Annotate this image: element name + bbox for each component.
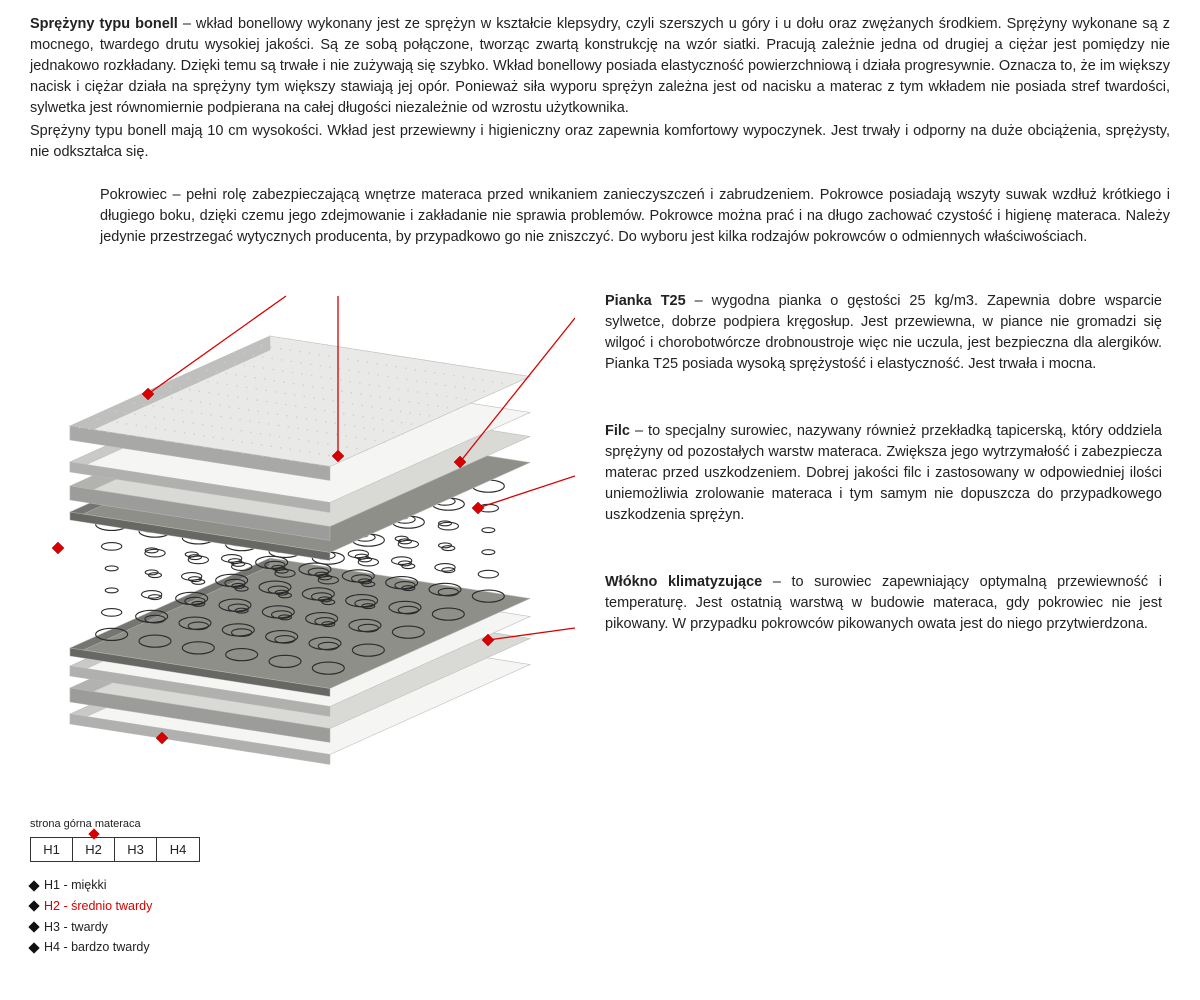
intro-paragraph-1: Sprężyny typu bonell – wkład bonellowy w… bbox=[30, 14, 1170, 119]
callout-pianka-title: Pianka T25 bbox=[605, 293, 686, 309]
hardness-cell-h4: H4 bbox=[157, 838, 199, 862]
callout-pianka-text: – wygodna pianka o gęstości 25 kg/m3. Za… bbox=[605, 293, 1162, 372]
hardness-scale: H1H2H3H4 bbox=[30, 837, 200, 863]
diamond-icon bbox=[28, 880, 39, 891]
hardness-item-label: H2 - średnio twardy bbox=[44, 897, 152, 916]
intro-paragraph-2: Sprężyny typu bonell mają 10 cm wysokośc… bbox=[30, 121, 1170, 163]
hardness-item: H3 - twardy bbox=[30, 918, 1170, 937]
diamond-icon bbox=[28, 942, 39, 953]
diagram-row: Pianka T25 – wygodna pianka o gęstości 2… bbox=[30, 276, 1170, 786]
diamond-icon bbox=[28, 901, 39, 912]
hardness-item-label: H1 - miękki bbox=[44, 876, 107, 895]
pokrowiec-title: Pokrowiec bbox=[100, 187, 167, 203]
hardness-item: H4 - bardzo twardy bbox=[30, 938, 1170, 957]
pokrowiec-text: – pełni rolę zabezpieczającą wnętrze mat… bbox=[100, 187, 1170, 245]
intro-section: Sprężyny typu bonell – wkład bonellowy w… bbox=[30, 14, 1170, 163]
callout-filc: Filc – to specjalny surowiec, nazywany r… bbox=[605, 421, 1162, 526]
hardness-item-label: H4 - bardzo twardy bbox=[44, 938, 150, 957]
intro-p1-text: – wkład bonellowy wykonany jest ze spręż… bbox=[30, 16, 1170, 116]
diamond-icon bbox=[28, 921, 39, 932]
callout-filc-text: – to specjalny surowiec, nazywany równie… bbox=[605, 423, 1162, 523]
intro-title: Sprężyny typu bonell bbox=[30, 16, 178, 32]
callout-wlokno: Włókno klimatyzujące – to surowiec zapew… bbox=[605, 572, 1162, 635]
hardness-list: H1 - miękki H2 - średnio twardy H3 - tward… bbox=[30, 876, 1170, 957]
callouts-column: Pianka T25 – wygodna pianka o gęstości 2… bbox=[605, 276, 1170, 681]
callout-filc-title: Filc bbox=[605, 423, 630, 439]
hardness-legend: strona górna materaca H1H2H3H4 H1 - mięk… bbox=[30, 816, 1170, 957]
callout-pianka: Pianka T25 – wygodna pianka o gęstości 2… bbox=[605, 291, 1162, 375]
hardness-cell-h1: H1 bbox=[31, 838, 73, 862]
hardness-cell-h3: H3 bbox=[115, 838, 157, 862]
hardness-item: H2 - średnio twardy bbox=[30, 897, 1170, 916]
legend-top-label: strona górna materaca bbox=[30, 816, 1170, 833]
hardness-cell-h2: H2 bbox=[73, 838, 115, 862]
pokrowiec-section: Pokrowiec – pełni rolę zabezpieczającą w… bbox=[30, 185, 1170, 248]
mattress-exploded-diagram bbox=[30, 276, 575, 786]
diagram-container bbox=[30, 276, 575, 786]
hardness-item: H1 - miękki bbox=[30, 876, 1170, 895]
callout-wlokno-title: Włókno klimatyzujące bbox=[605, 574, 762, 590]
hardness-item-label: H3 - twardy bbox=[44, 918, 108, 937]
